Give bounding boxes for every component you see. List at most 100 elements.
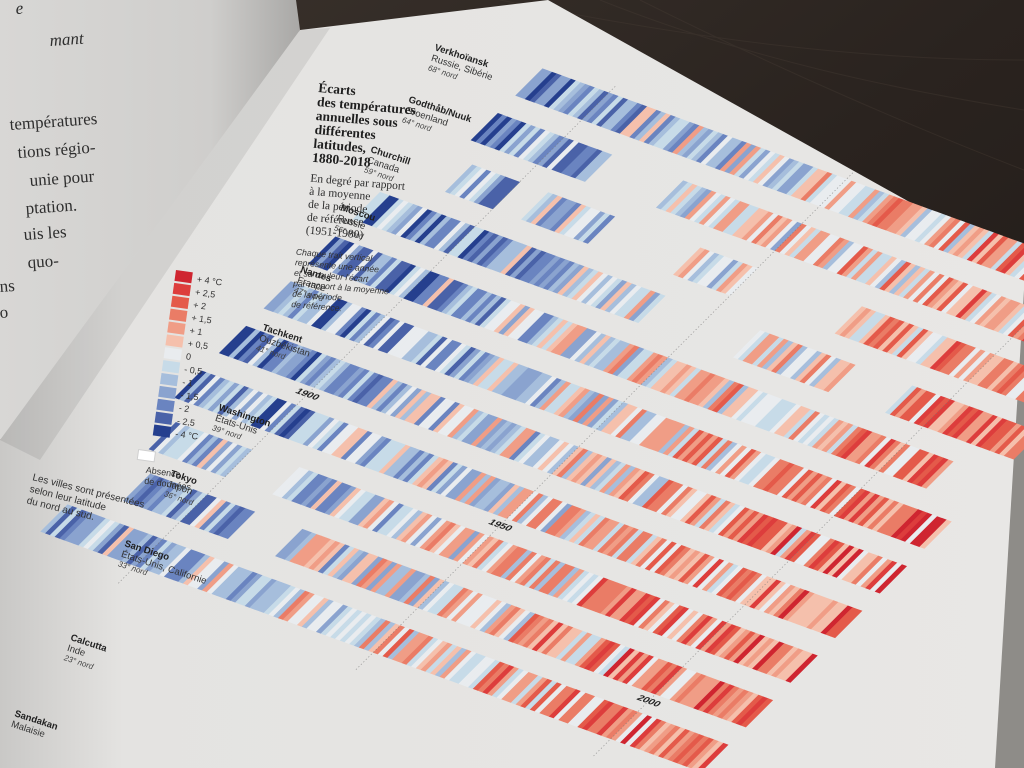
year-stripe: [860, 559, 893, 589]
year-stripe: [471, 235, 504, 265]
year-stripe: [677, 553, 711, 583]
year-stripe: [991, 363, 1024, 393]
year-stripe: [546, 140, 580, 170]
year-stripe: [775, 345, 809, 375]
year-stripe: [336, 246, 370, 277]
year-stripe: [544, 200, 578, 230]
year-stripe: [904, 210, 938, 240]
year-stripe: [657, 120, 691, 150]
year-stripe: [484, 118, 518, 148]
year-stripe: [483, 482, 516, 512]
year-stripe: [852, 495, 886, 525]
year-stripe: [487, 666, 520, 696]
year-stripe: [236, 392, 269, 423]
year-stripe: [496, 670, 529, 700]
year-stripe: [420, 642, 453, 672]
legend-swatch: [165, 334, 184, 348]
year-stripe: [731, 208, 765, 238]
year-stripe: [521, 314, 555, 344]
year-stripe: [962, 352, 996, 383]
year-stripe: [695, 438, 729, 468]
year-stripe: [540, 503, 573, 533]
year-stripe: [487, 180, 521, 210]
year-stripe: [401, 635, 434, 665]
year-stripe: [659, 668, 693, 698]
year-stripe: [515, 677, 548, 707]
year-stripe: [776, 467, 810, 497]
year-stripe: [636, 355, 669, 385]
year-stripe: [633, 293, 666, 324]
year-stripe: [325, 303, 358, 333]
year-stripe: [548, 384, 582, 415]
year-stripe: [73, 516, 106, 546]
year-stripe: [579, 152, 613, 182]
year-stripe: [850, 555, 884, 585]
year-stripe: [909, 211, 943, 241]
year-stripe: [591, 400, 624, 430]
year-stripe: [489, 424, 523, 454]
year-stripe: [882, 323, 915, 353]
year-stripe: [509, 248, 542, 279]
year-stripe: [360, 255, 393, 285]
year-stripe: [602, 648, 636, 678]
year-stripe: [168, 551, 202, 581]
year-stripe: [574, 333, 607, 363]
year-stripe: [823, 362, 856, 393]
year-stripe: [845, 249, 879, 279]
year-stripe: [814, 177, 847, 207]
year-stripe: [543, 565, 576, 595]
year-stripe: [730, 572, 763, 602]
year-stripe: [357, 498, 391, 528]
year-stripe: [710, 443, 743, 473]
year-stripe: [719, 447, 753, 477]
year-stripe: [417, 580, 450, 610]
year-stripe: [422, 278, 455, 308]
year-stripe: [756, 338, 790, 368]
year-stripe: [530, 500, 564, 530]
year-stripe: [891, 326, 925, 357]
year-stripe: [348, 494, 381, 524]
year-stripe: [690, 619, 723, 649]
year-stripe: [937, 404, 970, 434]
year-stripe: [315, 300, 349, 330]
year-stripe: [911, 456, 945, 486]
year-stripe: [87, 521, 121, 551]
year-stripe: [758, 583, 792, 613]
year-stripe: [772, 588, 806, 618]
year-stripe: [244, 578, 278, 608]
year-stripe: [820, 605, 853, 635]
year-stripe: [714, 140, 748, 171]
year-stripe: [712, 201, 746, 231]
year-stripe: [779, 225, 812, 255]
year-stripe: [457, 534, 490, 564]
year-stripe: [715, 263, 749, 293]
year-stripe: [974, 296, 1007, 326]
year-stripe: [584, 458, 618, 489]
year-stripe: [426, 462, 459, 492]
year-stripe: [867, 500, 900, 530]
year-stripe: [572, 89, 605, 119]
year-stripe: [339, 308, 372, 338]
year-stripe: [558, 692, 591, 722]
year-stripe: [617, 653, 650, 683]
year-stripe: [881, 201, 914, 231]
year-stripe: [192, 559, 225, 589]
year-stripe: [311, 602, 344, 633]
year-stripe: [710, 139, 743, 169]
year-stripe: [368, 319, 401, 349]
year-stripe: [634, 720, 667, 750]
year-stripe: [626, 656, 660, 686]
year-stripe: [612, 651, 645, 681]
year-stripe: [958, 351, 991, 381]
year-stripe: [375, 382, 409, 413]
year-stripe: [482, 665, 515, 695]
year-stripe: [461, 413, 494, 444]
year-stripe: [556, 448, 589, 478]
year-stripe: [258, 583, 292, 614]
year-stripe: [920, 337, 953, 367]
year-stripe: [245, 396, 278, 426]
year-stripe: [538, 77, 572, 107]
legend-label: - 1,5: [180, 390, 199, 402]
